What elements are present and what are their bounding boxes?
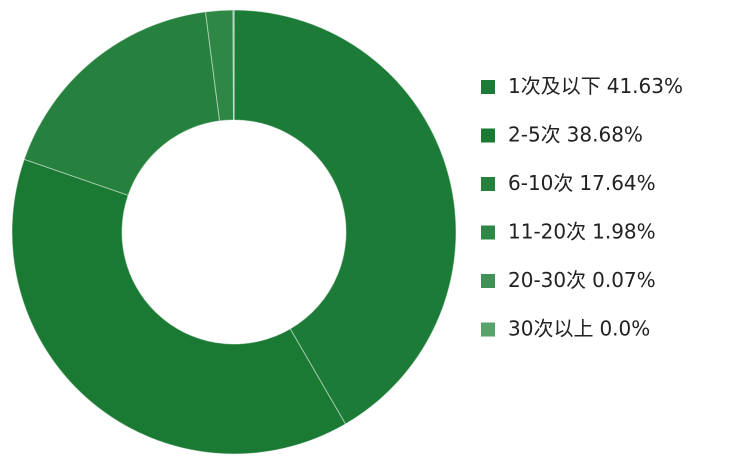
legend-value: 41.63% <box>607 74 683 98</box>
legend-value: 1.98% <box>592 219 656 243</box>
legend-name: 1次及以下 <box>508 74 601 98</box>
legend-swatch <box>481 177 495 191</box>
donut-slice <box>233 9 457 425</box>
legend-swatch <box>481 322 495 337</box>
legend-name: 11-20次 <box>508 219 586 243</box>
legend-name: 30次以上 <box>508 316 593 340</box>
donut-slice <box>204 9 235 122</box>
legend-name: 6-10次 <box>508 171 573 195</box>
legend-label: 30次以上 0.0% <box>508 316 650 340</box>
legend-value: 0.0% <box>599 316 650 340</box>
legend-value: 0.07% <box>592 268 656 292</box>
legend-value: 17.64% <box>579 171 655 195</box>
legend-name: 20-30次 <box>508 268 586 292</box>
donut-slice <box>232 9 235 121</box>
donut-slice <box>11 158 347 455</box>
legend-swatch <box>481 225 495 240</box>
legend-swatch <box>481 80 495 94</box>
legend-label: 11-20次 1.98% <box>508 219 656 243</box>
legend-label: 20-30次 0.07% <box>508 268 656 292</box>
legend-label: 6-10次 17.64% <box>508 171 656 195</box>
legend-swatch <box>481 274 495 288</box>
legend-name: 2-5次 <box>508 122 561 146</box>
legend-label: 1次及以下 41.63% <box>508 74 683 98</box>
legend-value: 38.68% <box>567 122 643 146</box>
legend-swatch <box>481 128 495 143</box>
legend-label: 2-5次 38.68% <box>508 122 643 146</box>
donut-slice <box>23 11 221 196</box>
